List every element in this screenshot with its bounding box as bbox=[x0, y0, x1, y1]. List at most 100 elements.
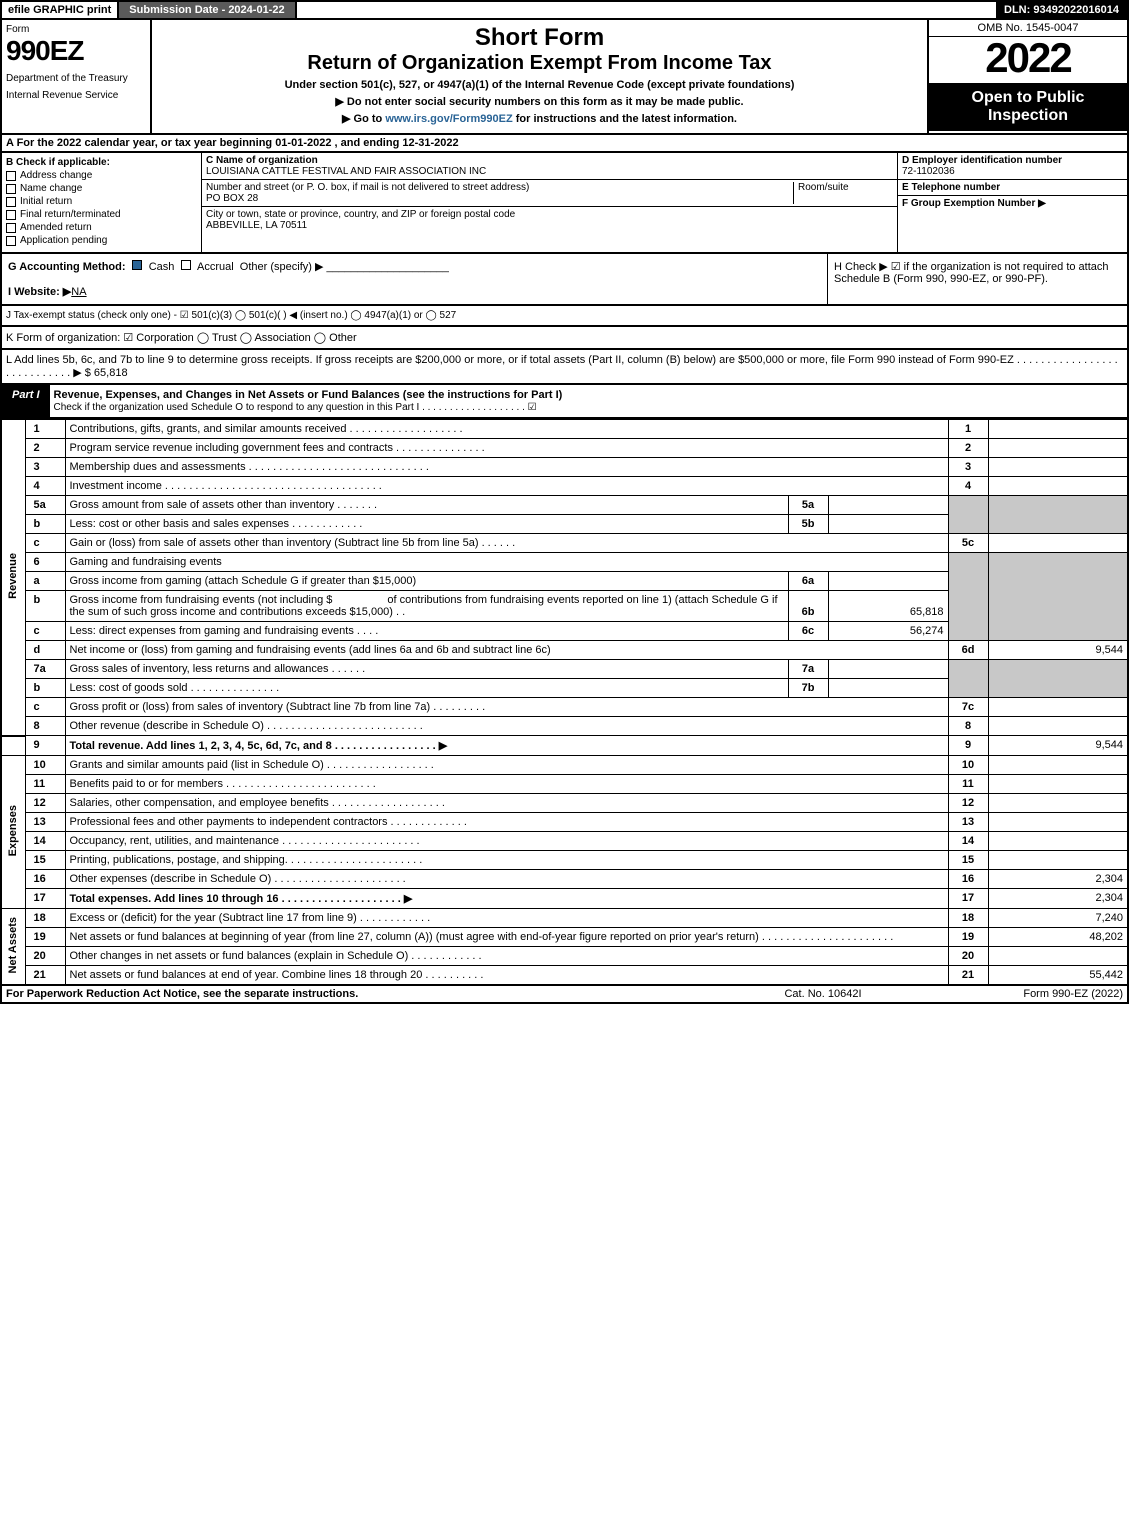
line-5a: 5aGross amount from sale of assets other… bbox=[1, 496, 1128, 515]
cb-initial-return[interactable]: Initial return bbox=[6, 196, 197, 207]
section-j: J Tax-exempt status (check only one) - ☑… bbox=[0, 306, 1129, 327]
line-7c: cGross profit or (loss) from sales of in… bbox=[1, 698, 1128, 717]
line-16: 16Other expenses (describe in Schedule O… bbox=[1, 870, 1128, 889]
netassets-side-label: Net Assets bbox=[1, 909, 25, 986]
line-7a: 7aGross sales of inventory, less returns… bbox=[1, 660, 1128, 679]
footer: For Paperwork Reduction Act Notice, see … bbox=[0, 986, 1129, 1004]
form-header: Form 990EZ Department of the Treasury In… bbox=[0, 20, 1129, 135]
checkbox-checked-icon bbox=[132, 260, 142, 270]
under-section: Under section 501(c), 527, or 4947(a)(1)… bbox=[156, 79, 923, 91]
cb-app-pending[interactable]: Application pending bbox=[6, 235, 197, 246]
revenue-side-label: Revenue bbox=[1, 420, 25, 736]
part1-header: Part I Revenue, Expenses, and Changes in… bbox=[0, 385, 1129, 419]
catalog-number: Cat. No. 10642I bbox=[723, 988, 923, 1000]
ein-value: 72-1102036 bbox=[902, 166, 955, 177]
form-number: 990EZ bbox=[6, 35, 146, 67]
header-mid: Short Form Return of Organization Exempt… bbox=[152, 20, 927, 133]
section-h: H Check ▶ ☑ if the organization is not r… bbox=[827, 254, 1127, 304]
form-footer: Form 990-EZ (2022) bbox=[923, 988, 1123, 1000]
line-3: 3Membership dues and assessments . . . .… bbox=[1, 458, 1128, 477]
address-row: Number and street (or P. O. box, if mail… bbox=[202, 180, 897, 207]
d-label: D Employer identification number bbox=[902, 155, 1062, 166]
header-left: Form 990EZ Department of the Treasury In… bbox=[2, 20, 152, 133]
line-6: 6Gaming and fundraising events bbox=[1, 553, 1128, 572]
city-label: City or town, state or province, country… bbox=[206, 209, 515, 220]
paperwork-notice: For Paperwork Reduction Act Notice, see … bbox=[6, 988, 723, 1000]
line-18: Net Assets 18Excess or (deficit) for the… bbox=[1, 909, 1128, 928]
checkbox-icon bbox=[6, 236, 16, 246]
row-gh: G Accounting Method: Cash Accrual Other … bbox=[0, 254, 1129, 306]
org-name: LOUISIANA CATTLE FESTIVAL AND FAIR ASSOC… bbox=[206, 166, 486, 177]
line-6d: dNet income or (loss) from gaming and fu… bbox=[1, 641, 1128, 660]
checkbox-icon bbox=[181, 260, 191, 270]
line-4: 4Investment income . . . . . . . . . . .… bbox=[1, 477, 1128, 496]
tax-year: 2022 bbox=[929, 37, 1127, 79]
section-a: A For the 2022 calendar year, or tax yea… bbox=[0, 135, 1129, 153]
line-21: 21Net assets or fund balances at end of … bbox=[1, 966, 1128, 986]
checkbox-icon bbox=[6, 171, 16, 181]
section-d: D Employer identification number 72-1102… bbox=[898, 153, 1127, 180]
section-f: F Group Exemption Number ▶ bbox=[898, 196, 1127, 211]
city-row: City or town, state or province, country… bbox=[202, 207, 897, 233]
info-grid: B Check if applicable: Address change Na… bbox=[0, 153, 1129, 254]
efile-print-label[interactable]: efile GRAPHIC print bbox=[2, 2, 117, 18]
section-c: C Name of organization LOUISIANA CATTLE … bbox=[202, 153, 897, 252]
instr-goto: ▶ Go to www.irs.gov/Form990EZ for instru… bbox=[156, 112, 923, 125]
dln-label: DLN: 93492022016014 bbox=[996, 2, 1127, 18]
line-13: 13Professional fees and other payments t… bbox=[1, 813, 1128, 832]
instr-ssn: ▶ Do not enter social security numbers o… bbox=[156, 95, 923, 108]
line-5c: cGain or (loss) from sale of assets othe… bbox=[1, 534, 1128, 553]
line-2: 2Program service revenue including gover… bbox=[1, 439, 1128, 458]
dept-treasury: Department of the Treasury bbox=[6, 73, 146, 84]
website-value: NA bbox=[71, 286, 86, 298]
lines-table: Revenue 1 Contributions, gifts, grants, … bbox=[0, 419, 1129, 986]
line-12: 12Salaries, other compensation, and empl… bbox=[1, 794, 1128, 813]
part1-tab: Part I bbox=[2, 385, 50, 417]
cb-name-change[interactable]: Name change bbox=[6, 183, 197, 194]
line-17: 17Total expenses. Add lines 10 through 1… bbox=[1, 889, 1128, 909]
org-name-row: C Name of organization LOUISIANA CATTLE … bbox=[202, 153, 897, 180]
line-8: 8Other revenue (describe in Schedule O) … bbox=[1, 717, 1128, 736]
submission-date: Submission Date - 2024-01-22 bbox=[117, 2, 296, 18]
form-word: Form bbox=[6, 24, 146, 35]
line-15: 15Printing, publications, postage, and s… bbox=[1, 851, 1128, 870]
line-9: 9Total revenue. Add lines 1, 2, 3, 4, 5c… bbox=[1, 736, 1128, 756]
c-label: C Name of organization bbox=[206, 155, 318, 166]
dept-irs: Internal Revenue Service bbox=[6, 90, 146, 101]
checkbox-icon bbox=[6, 197, 16, 207]
line-14: 14Occupancy, rent, utilities, and mainte… bbox=[1, 832, 1128, 851]
section-b-header: B Check if applicable: bbox=[6, 157, 197, 168]
top-bar: efile GRAPHIC print Submission Date - 20… bbox=[0, 0, 1129, 20]
cb-amended[interactable]: Amended return bbox=[6, 222, 197, 233]
section-g: G Accounting Method: Cash Accrual Other … bbox=[2, 254, 827, 304]
sections-def: D Employer identification number 72-1102… bbox=[897, 153, 1127, 252]
spacer bbox=[297, 2, 996, 18]
g-label: G Accounting Method: bbox=[8, 261, 126, 273]
cb-address-change[interactable]: Address change bbox=[6, 170, 197, 181]
header-right: OMB No. 1545-0047 2022 Open to Public In… bbox=[927, 20, 1127, 133]
e-label: E Telephone number bbox=[902, 182, 1000, 193]
addr-label: Number and street (or P. O. box, if mail… bbox=[206, 182, 529, 193]
f-label: F Group Exemption Number ▶ bbox=[902, 198, 1046, 209]
checkbox-icon bbox=[6, 210, 16, 220]
line-20: 20Other changes in net assets or fund ba… bbox=[1, 947, 1128, 966]
checkbox-icon bbox=[6, 184, 16, 194]
irs-link[interactable]: www.irs.gov/Form990EZ bbox=[385, 113, 512, 125]
short-form-title: Short Form bbox=[156, 24, 923, 52]
form-title: Return of Organization Exempt From Incom… bbox=[156, 52, 923, 75]
open-public: Open to Public Inspection bbox=[929, 83, 1127, 131]
i-label: I Website: ▶ bbox=[8, 286, 71, 298]
section-b: B Check if applicable: Address change Na… bbox=[2, 153, 202, 252]
addr-value: PO BOX 28 bbox=[206, 193, 258, 204]
section-k: K Form of organization: ☑ Corporation ◯ … bbox=[0, 327, 1129, 350]
part1-title: Revenue, Expenses, and Changes in Net As… bbox=[50, 385, 1127, 417]
line-10: Expenses 10Grants and similar amounts pa… bbox=[1, 756, 1128, 775]
section-e: E Telephone number bbox=[898, 180, 1127, 196]
checkbox-icon bbox=[6, 223, 16, 233]
city-value: ABBEVILLE, LA 70511 bbox=[206, 220, 307, 231]
expenses-side-label: Expenses bbox=[1, 756, 25, 909]
cb-final-return[interactable]: Final return/terminated bbox=[6, 209, 197, 220]
line-1: Revenue 1 Contributions, gifts, grants, … bbox=[1, 420, 1128, 439]
room-suite: Room/suite bbox=[793, 182, 893, 204]
line-11: 11Benefits paid to or for members . . . … bbox=[1, 775, 1128, 794]
